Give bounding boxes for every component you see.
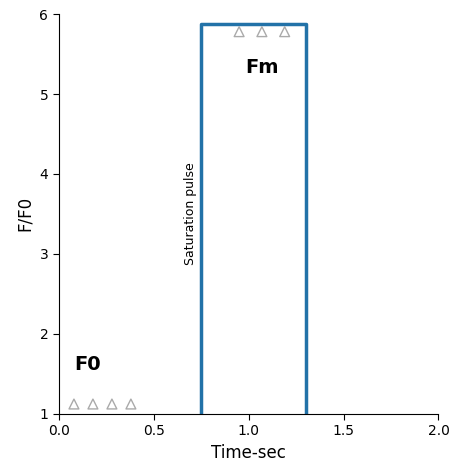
Point (258, 28, 265, 35)
Text: Saturation pulse: Saturation pulse (184, 163, 197, 265)
Point (70, 400, 78, 408)
Text: Fm: Fm (244, 58, 278, 77)
Point (89, 400, 97, 408)
Text: F0: F0 (74, 355, 101, 374)
X-axis label: Time-sec: Time-sec (211, 444, 285, 462)
Point (235, 28, 242, 35)
Point (127, 400, 134, 408)
Point (108, 400, 115, 408)
Point (281, 28, 288, 35)
Y-axis label: F/F0: F/F0 (16, 196, 34, 231)
